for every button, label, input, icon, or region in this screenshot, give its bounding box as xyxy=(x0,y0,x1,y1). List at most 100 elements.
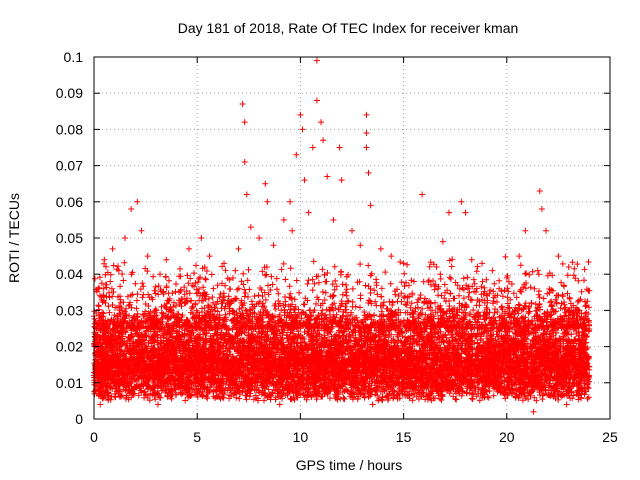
data-point xyxy=(503,274,510,281)
x-tick-labels: 0 5 10 15 20 25 xyxy=(90,429,618,445)
data-point xyxy=(458,198,465,205)
data-point xyxy=(462,209,469,216)
data-points xyxy=(91,57,593,415)
data-point xyxy=(433,263,440,270)
data-point xyxy=(154,401,161,408)
y-tick-label: 0.08 xyxy=(56,121,83,137)
data-point xyxy=(419,191,426,198)
data-point xyxy=(221,260,228,267)
data-point xyxy=(287,198,294,205)
data-point xyxy=(468,256,475,263)
data-point xyxy=(320,137,327,144)
x-tick-label: 0 xyxy=(90,429,98,445)
x-tick-label: 5 xyxy=(193,429,201,445)
data-point xyxy=(309,144,316,151)
data-point xyxy=(369,401,376,408)
data-point xyxy=(264,198,271,205)
data-point xyxy=(439,238,446,245)
data-point xyxy=(582,311,589,318)
data-point xyxy=(479,260,486,267)
data-point xyxy=(239,101,246,108)
data-point xyxy=(270,242,277,249)
axis-ticks xyxy=(93,56,611,420)
data-point xyxy=(243,191,250,198)
data-point xyxy=(256,235,263,241)
data-point xyxy=(530,408,537,415)
data-point xyxy=(349,227,355,234)
data-point xyxy=(363,144,370,151)
y-tick-label: 0.1 xyxy=(64,49,84,65)
data-point xyxy=(400,260,407,267)
data-point xyxy=(565,263,572,270)
data-point xyxy=(206,253,213,260)
data-point xyxy=(363,130,370,137)
data-point xyxy=(97,401,104,408)
y-tick-label: 0.01 xyxy=(56,375,83,391)
data-point xyxy=(363,111,370,118)
data-point xyxy=(536,187,543,194)
data-point xyxy=(121,235,128,241)
data-point xyxy=(299,126,306,133)
data-point xyxy=(297,111,304,118)
data-point xyxy=(247,224,254,231)
y-tick-label: 0 xyxy=(75,411,83,427)
y-tick-label: 0.02 xyxy=(56,339,83,355)
y-tick-label: 0.05 xyxy=(56,230,83,246)
data-point xyxy=(538,206,545,213)
y-tick-label: 0.03 xyxy=(56,302,83,318)
data-point xyxy=(109,245,116,252)
x-tick-label: 15 xyxy=(396,429,412,445)
data-point xyxy=(262,180,269,187)
data-point xyxy=(305,209,312,216)
data-point xyxy=(555,253,562,260)
data-point xyxy=(330,216,337,223)
data-point xyxy=(185,245,192,252)
y-tick-label: 0.09 xyxy=(56,85,83,101)
x-tick-label: 10 xyxy=(293,429,309,445)
data-point xyxy=(313,97,320,104)
x-axis-label: GPS time / hours xyxy=(296,457,403,473)
data-point xyxy=(365,169,372,176)
data-point xyxy=(534,267,541,274)
data-point xyxy=(241,119,248,126)
data-point xyxy=(336,144,343,151)
data-point xyxy=(95,285,102,292)
data-point xyxy=(516,253,523,260)
data-point-cloud xyxy=(91,253,593,404)
y-tick-label: 0.04 xyxy=(56,266,83,282)
data-point xyxy=(388,253,395,260)
data-point xyxy=(543,227,550,234)
data-point xyxy=(157,271,164,278)
data-point xyxy=(301,177,308,184)
data-point xyxy=(235,245,242,252)
data-point xyxy=(338,177,345,184)
data-point xyxy=(318,119,325,126)
y-tick-label: 0.06 xyxy=(56,194,83,210)
data-point xyxy=(446,209,453,216)
data-point xyxy=(101,256,108,263)
data-point xyxy=(324,173,331,180)
data-point xyxy=(163,256,170,263)
data-point xyxy=(134,198,141,205)
x-tick-label: 25 xyxy=(602,429,618,445)
data-point xyxy=(563,401,570,408)
y-tick-label: 0.07 xyxy=(56,158,83,174)
data-point xyxy=(276,401,283,408)
data-point xyxy=(115,267,122,274)
data-point xyxy=(280,216,287,223)
data-point xyxy=(410,278,417,285)
data-point xyxy=(357,242,364,249)
data-point xyxy=(489,267,496,274)
data-point xyxy=(144,253,151,260)
data-point xyxy=(198,235,205,241)
data-point xyxy=(128,206,135,213)
data-point xyxy=(377,245,384,252)
chart-title: Day 181 of 2018, Rate Of TEC Index for r… xyxy=(178,20,519,36)
data-point xyxy=(313,57,320,64)
y-tick-labels: 0 0.01 0.02 0.03 0.04 0.05 0.06 0.07 0.08 0.09 0.1 xyxy=(56,49,83,427)
data-point xyxy=(367,202,374,209)
data-point xyxy=(522,227,529,234)
x-tick-label: 20 xyxy=(499,429,515,445)
data-point xyxy=(293,151,300,158)
